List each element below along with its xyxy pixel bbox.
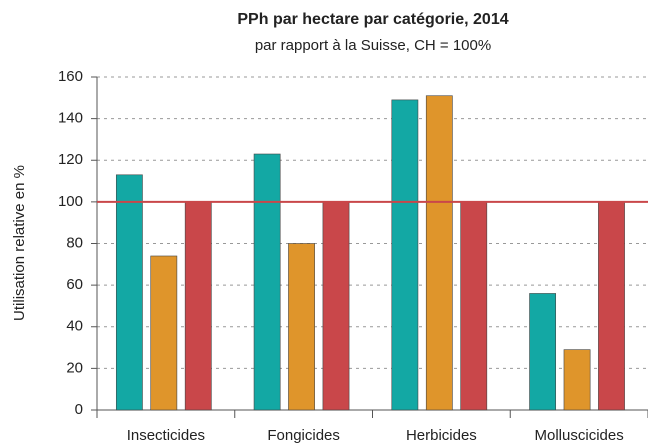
y-tick-label: 20	[66, 359, 83, 376]
y-tick-label: 60	[66, 276, 83, 293]
bar	[253, 153, 281, 411]
bar	[460, 201, 488, 411]
bar	[391, 99, 419, 411]
bar	[184, 201, 212, 411]
bar	[288, 243, 315, 411]
y-tick-label: 80	[66, 234, 83, 251]
bar	[150, 255, 178, 411]
bar	[322, 201, 350, 411]
bar	[425, 95, 453, 411]
x-tick-label: Herbicides	[406, 427, 477, 443]
x-tick-label: Molluscicides	[535, 427, 624, 443]
x-tick-label: Fongicides	[267, 427, 340, 443]
chart-title: PPh par hectare par catégorie, 2014	[237, 11, 508, 28]
y-tick-label: 40	[66, 318, 83, 335]
y-tick-label: 120	[58, 151, 83, 168]
bar	[598, 201, 625, 411]
x-tick-label: Insecticides	[127, 427, 205, 443]
y-tick-label: 100	[58, 193, 83, 210]
y-tick-label: 160	[58, 68, 83, 85]
y-axis-label: Utilisation relative en %	[11, 165, 28, 321]
y-tick-label: 140	[58, 110, 83, 127]
chart-subtitle: par rapport à la Suisse, CH = 100%	[255, 37, 491, 54]
bar	[563, 349, 591, 411]
bar	[115, 174, 143, 411]
bar	[529, 293, 557, 411]
y-tick-label: 0	[75, 401, 83, 418]
